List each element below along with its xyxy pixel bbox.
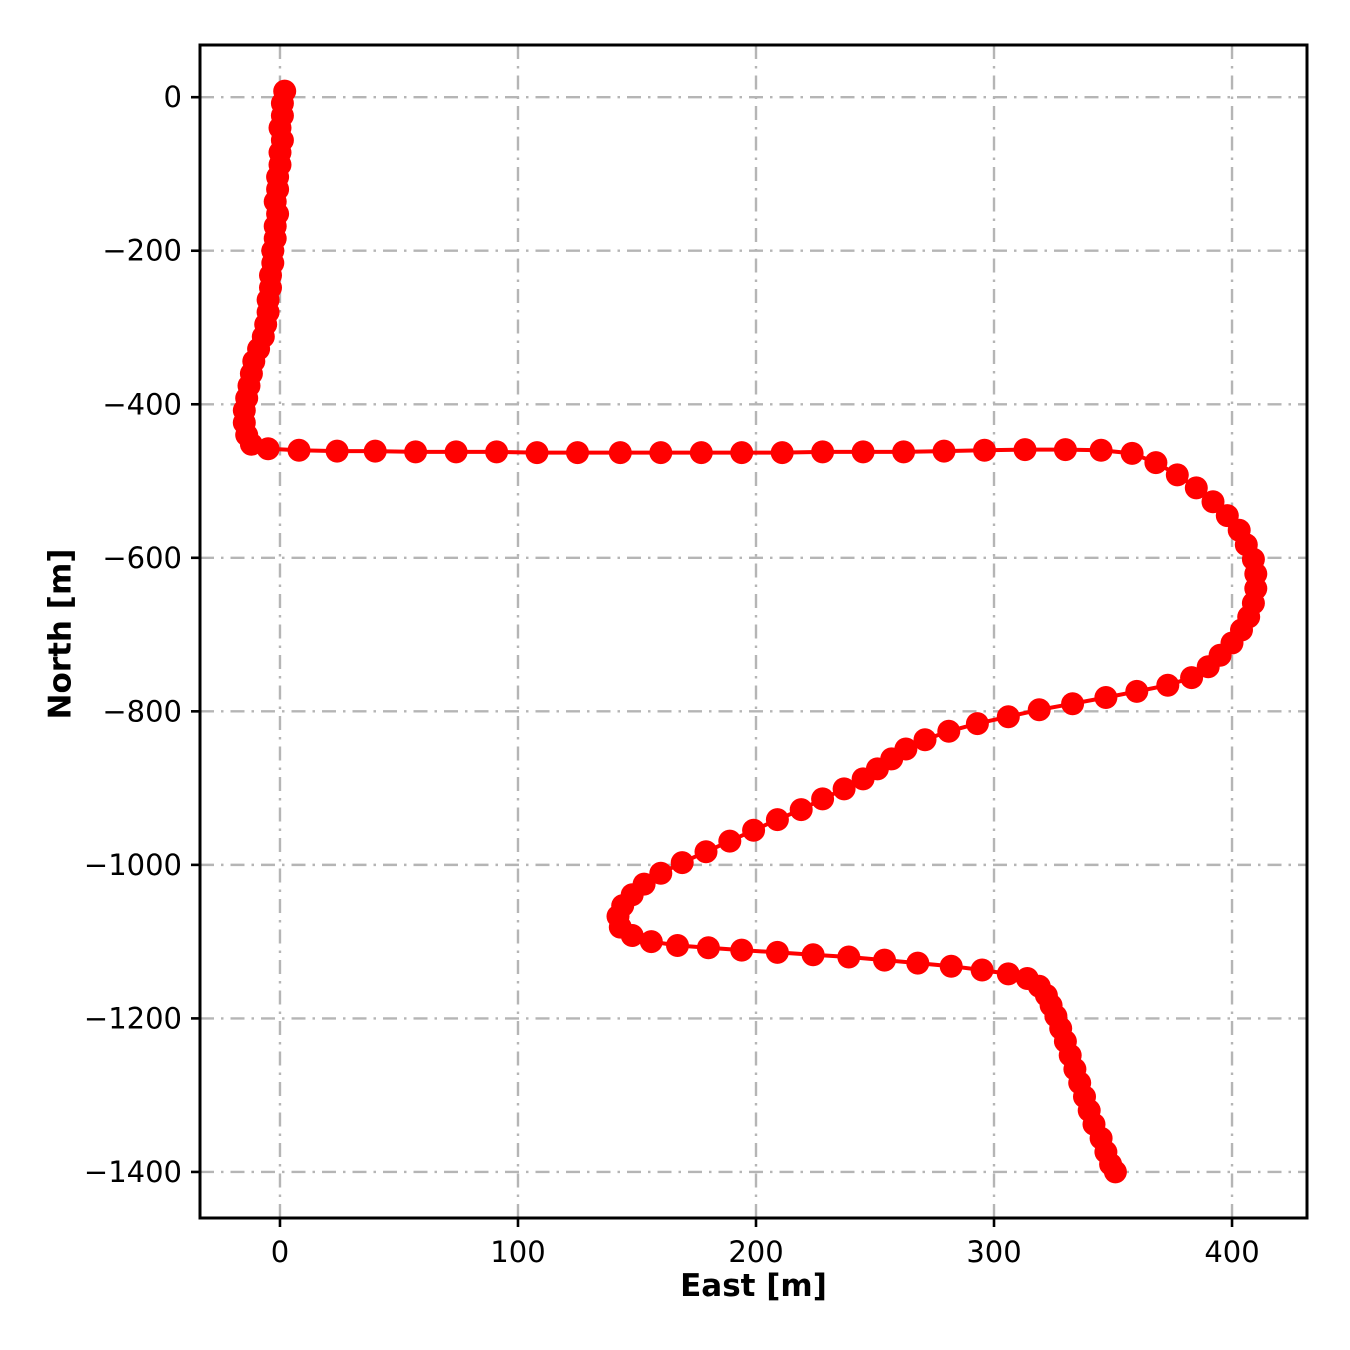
x-axis-label: East [m] — [680, 1268, 827, 1304]
svg-text:200: 200 — [728, 1235, 783, 1269]
svg-text:400: 400 — [1204, 1235, 1259, 1269]
svg-text:300: 300 — [966, 1235, 1021, 1269]
y-axis-label: North [m] — [42, 548, 79, 720]
plot-frame — [198, 43, 1309, 1220]
svg-text:−1400: −1400 — [84, 1155, 182, 1189]
trajectory-markers — [232, 79, 1268, 1184]
svg-text:−1200: −1200 — [84, 1001, 182, 1035]
svg-text:100: 100 — [490, 1235, 545, 1269]
svg-text:−600: −600 — [102, 541, 182, 575]
svg-text:0: 0 — [271, 1235, 289, 1269]
svg-text:−1000: −1000 — [84, 848, 182, 882]
svg-text:0: 0 — [164, 80, 182, 114]
tick-marks — [191, 95, 1234, 1227]
svg-text:−400: −400 — [102, 387, 182, 421]
svg-text:−200: −200 — [102, 234, 182, 268]
tick-labels: 0 100 200 300 400 0 −200 −400 −600 −800 −1000 −1200… — [84, 80, 1260, 1269]
svg-text:−800: −800 — [102, 694, 182, 728]
